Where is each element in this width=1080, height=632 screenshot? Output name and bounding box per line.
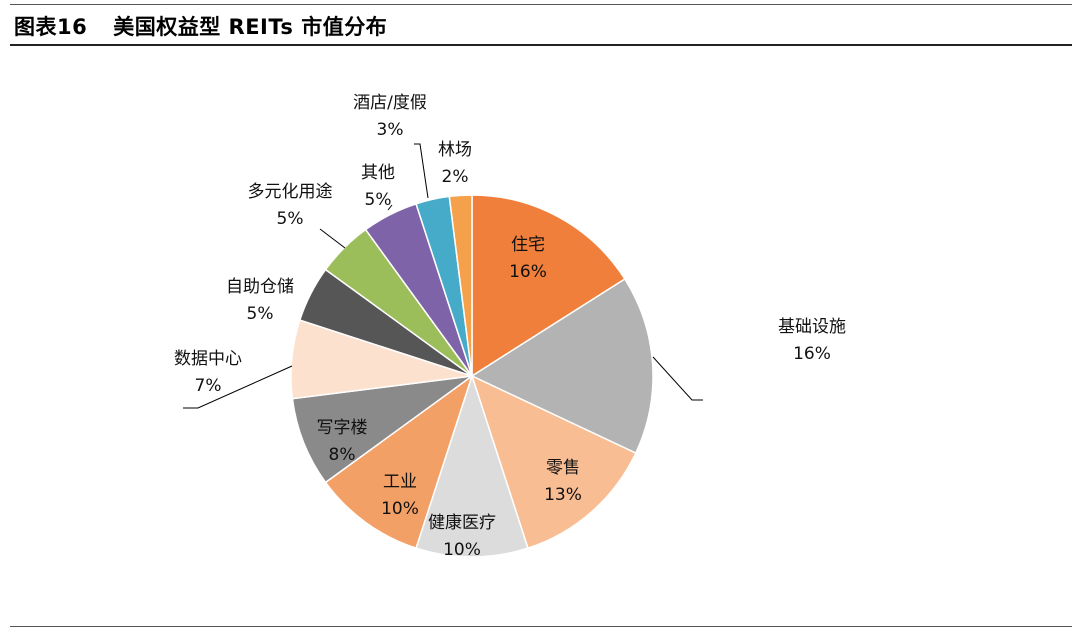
pie-slice-1	[471, 194, 626, 378]
figure-caption: 美国权益型 REITs 市值分布	[113, 15, 388, 39]
slice-label-6: 写字楼	[317, 418, 368, 438]
pie-slice-4	[415, 373, 529, 558]
slice-value-7: 7%	[195, 376, 222, 396]
pie-slice-5	[324, 374, 474, 550]
slice-labels: 住宅 16% 基础设施 16% 零售 13% 健康医疗 10% 工业 10% 写字楼 8% 数据中心 7%…	[174, 93, 846, 560]
figure-title: 图表16 美国权益型 REITs 市值分布	[14, 11, 387, 41]
leader-lines	[183, 143, 703, 409]
slice-value-10: 5%	[365, 190, 392, 210]
slice-label-7: 数据中心	[174, 349, 242, 369]
pie-slice-6	[291, 375, 473, 484]
slice-value-4: 10%	[443, 540, 481, 560]
leader-line-9	[319, 228, 346, 249]
figure-number: 图表16	[14, 15, 88, 39]
slice-label-8: 自助仓储	[226, 277, 294, 297]
pie-slices	[290, 194, 654, 558]
leader-line-7	[183, 365, 293, 409]
pie-slice-3	[470, 374, 637, 550]
leader-line-10	[387, 204, 393, 211]
slice-value-11: 3%	[377, 120, 404, 140]
slice-value-2: 16%	[793, 344, 831, 364]
slice-value-12: 2%	[442, 167, 469, 187]
title-rule	[10, 44, 1072, 46]
leader-line-11	[414, 143, 429, 199]
slice-value-1: 16%	[509, 262, 547, 282]
slice-label-4: 健康医疗	[428, 513, 496, 533]
slice-label-11: 酒店/度假	[353, 93, 427, 113]
top-rule	[10, 4, 1072, 5]
leader-line-2	[652, 356, 703, 401]
pie-slice-12	[448, 194, 473, 377]
slice-label-1: 住宅	[511, 235, 545, 255]
slice-value-8: 5%	[247, 304, 274, 324]
pie-slice-2	[470, 277, 654, 455]
slice-value-9: 5%	[277, 209, 304, 229]
slice-label-10: 其他	[361, 163, 395, 183]
slice-value-5: 10%	[381, 499, 419, 519]
slice-label-12: 林场	[438, 140, 472, 160]
bottom-rule	[10, 626, 1072, 627]
slice-value-3: 13%	[544, 485, 582, 505]
slice-label-5: 工业	[383, 472, 417, 492]
slice-label-2: 基础设施	[778, 317, 846, 337]
slice-value-6: 8%	[329, 445, 356, 465]
slice-label-9: 多元化用途	[248, 182, 333, 202]
slice-label-3: 零售	[546, 458, 580, 478]
